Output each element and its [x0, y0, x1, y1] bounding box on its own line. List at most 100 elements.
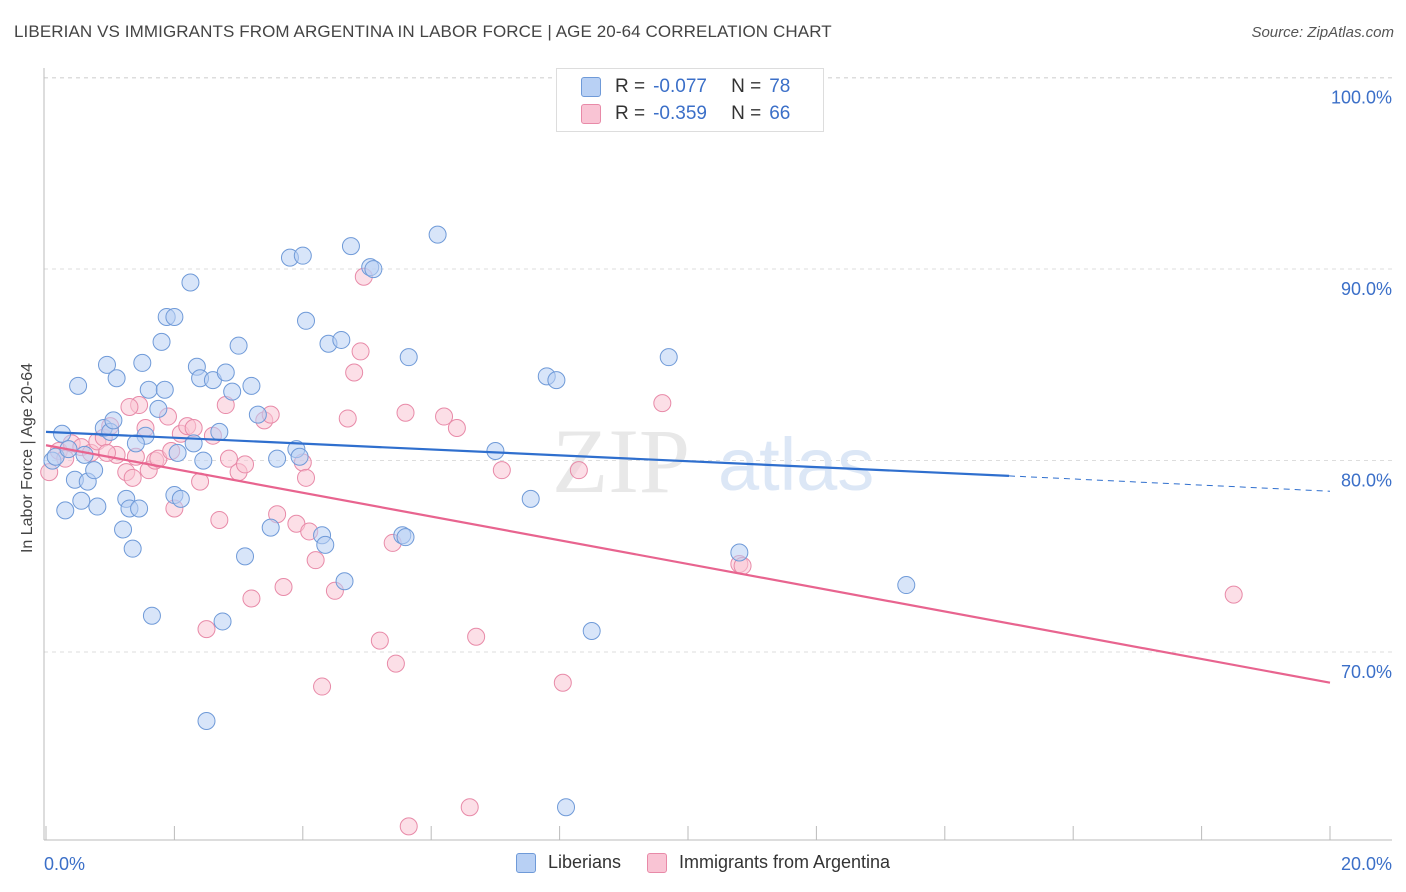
- point-liberians: [133, 353, 152, 372]
- point-liberians: [123, 539, 142, 558]
- x-tick-label: 20.0%: [1341, 854, 1392, 874]
- point-liberians: [107, 369, 126, 388]
- legend-row-liberians: R = -0.077 N = 78: [581, 75, 790, 99]
- point-argentina: [219, 449, 238, 468]
- point-argentina: [492, 461, 511, 480]
- point-liberians: [171, 489, 190, 508]
- tick-labels: 70.0% 80.0% 90.0% 100.0% 0.0% 20.0%: [44, 88, 1392, 875]
- point-argentina: [447, 419, 466, 438]
- point-liberians: [104, 411, 123, 430]
- point-argentina: [653, 394, 672, 413]
- point-liberians: [168, 443, 187, 462]
- legend-item-argentina[interactable]: Immigrants from Argentina: [646, 852, 891, 873]
- point-liberians: [142, 606, 161, 625]
- chart-title: LIBERIAN VS IMMIGRANTS FROM ARGENTINA IN…: [14, 22, 832, 41]
- point-argentina: [386, 654, 405, 673]
- point-argentina: [435, 407, 454, 426]
- point-liberians: [155, 380, 174, 399]
- point-argentina: [123, 468, 142, 487]
- point-argentina: [396, 403, 415, 422]
- grid-lines: [44, 77, 1392, 653]
- point-argentina: [274, 577, 293, 596]
- point-liberians: [557, 798, 576, 817]
- point-liberians: [293, 246, 312, 265]
- point-liberians: [364, 260, 383, 279]
- trend-extension-liberians: [1008, 475, 1331, 492]
- point-liberians: [216, 363, 235, 382]
- point-liberians: [332, 330, 351, 349]
- point-liberians: [248, 405, 267, 424]
- point-argentina: [210, 510, 229, 529]
- series-liberians-points: [43, 225, 916, 817]
- point-liberians: [223, 382, 242, 401]
- legend-swatch-liberians: [581, 77, 601, 97]
- legend-label-liberians: Liberians: [547, 852, 621, 872]
- point-liberians: [547, 371, 566, 390]
- n-label: N =: [731, 103, 762, 124]
- point-liberians: [486, 442, 505, 461]
- y-tick-label: 100.0%: [1331, 88, 1392, 108]
- legend-swatch-argentina: [646, 852, 667, 873]
- point-liberians: [297, 311, 316, 330]
- point-liberians: [194, 451, 213, 470]
- point-liberians: [197, 712, 216, 731]
- legend-label-argentina: Immigrants from Argentina: [678, 852, 891, 872]
- point-liberians: [75, 445, 94, 464]
- point-liberians: [181, 273, 200, 292]
- point-liberians: [268, 449, 287, 468]
- point-liberians: [316, 535, 335, 554]
- point-liberians: [341, 237, 360, 256]
- point-liberians: [56, 501, 75, 520]
- n-label: N =: [731, 76, 762, 97]
- point-liberians: [69, 376, 88, 395]
- point-argentina: [313, 677, 332, 696]
- correlation-legend: R = -0.077 N = 78 R = -0.359 N = 66: [556, 68, 824, 132]
- series-legend: Liberians Immigrants from Argentina: [0, 852, 1406, 873]
- point-argentina: [460, 798, 479, 817]
- trend-line-argentina: [45, 444, 1331, 684]
- legend-row-argentina: R = -0.359 N = 66: [581, 102, 790, 126]
- n-value: 66: [769, 103, 791, 124]
- point-liberians: [152, 332, 171, 351]
- point-liberians: [229, 336, 248, 355]
- point-argentina: [338, 409, 357, 428]
- point-liberians: [139, 380, 158, 399]
- legend-swatch-argentina: [581, 104, 601, 124]
- watermark: ZIP atlas: [552, 410, 874, 512]
- trend-line-liberians: [45, 430, 1010, 478]
- point-liberians: [165, 307, 184, 326]
- point-argentina: [569, 461, 588, 480]
- point-liberians: [149, 399, 168, 418]
- point-liberians: [396, 528, 415, 547]
- point-liberians: [428, 225, 447, 244]
- r-label: R =: [615, 103, 646, 124]
- point-liberians: [85, 461, 104, 480]
- point-liberians: [730, 543, 749, 562]
- n-value: 78: [769, 76, 791, 97]
- point-liberians: [97, 355, 116, 374]
- point-liberians: [126, 434, 145, 453]
- point-liberians: [582, 622, 601, 641]
- point-liberians: [335, 572, 354, 591]
- point-argentina: [553, 673, 572, 692]
- point-liberians: [130, 499, 149, 518]
- point-liberians: [213, 612, 232, 631]
- point-liberians: [72, 491, 91, 510]
- legend-item-liberians[interactable]: Liberians: [515, 852, 621, 873]
- point-liberians: [114, 520, 133, 539]
- legend-swatch-liberians: [515, 852, 536, 873]
- point-liberians: [210, 422, 229, 441]
- point-argentina: [351, 342, 370, 361]
- r-value: -0.359: [653, 103, 707, 124]
- point-liberians: [897, 576, 916, 595]
- series-argentina-points: [40, 267, 1243, 836]
- point-argentina: [236, 455, 255, 474]
- source-label: Source: ZipAtlas.com: [1251, 24, 1394, 41]
- trend-lines: [45, 430, 1331, 684]
- r-label: R =: [615, 76, 646, 97]
- point-argentina: [1224, 585, 1243, 604]
- x-tick-label: 0.0%: [44, 854, 85, 874]
- point-argentina: [345, 363, 364, 382]
- y-tick-label: 80.0%: [1341, 471, 1392, 491]
